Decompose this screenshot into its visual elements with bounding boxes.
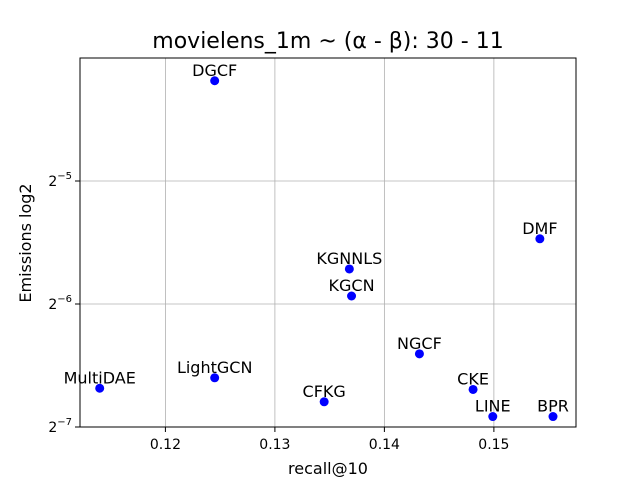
point-label-cke: CKE <box>457 369 489 388</box>
point-dgcf <box>210 76 220 86</box>
x-tick-label: 0.14 <box>369 437 400 453</box>
point-label-cfkg: CFKG <box>303 382 346 401</box>
data-points: DGCF DMF KGNNLS KGCN NGCF MultiDAE LightGCN CFK… <box>64 61 569 422</box>
x-tick-label: 0.15 <box>478 437 509 453</box>
x-tick-label: 0.12 <box>150 437 181 453</box>
point-label-lightgcn: LightGCN <box>177 358 252 377</box>
y-tick-label: 2−7 <box>48 417 72 436</box>
y-axis-label: Emissions log2 <box>16 183 35 302</box>
point-bpr <box>548 412 558 422</box>
point-label-kgcn: KGCN <box>329 276 375 295</box>
plot-frame <box>79 57 577 428</box>
point-kgcn <box>347 291 357 301</box>
point-label-dgcf: DGCF <box>192 61 237 80</box>
point-lightgcn <box>210 373 220 383</box>
point-kgnnls <box>344 264 354 274</box>
point-ngcf <box>414 349 424 359</box>
x-axis-label: recall@10 <box>288 459 368 478</box>
point-label-kgnnls: KGNNLS <box>316 249 382 268</box>
point-label-line: LINE <box>475 397 511 416</box>
point-label-dmf: DMF <box>522 219 557 238</box>
y-tick-label: 2−5 <box>48 171 72 190</box>
point-cfkg <box>319 397 329 407</box>
point-cke <box>468 384 478 394</box>
point-multidae <box>95 383 105 393</box>
point-dmf <box>535 234 545 244</box>
chart-title: movielens_1m ~ (α - β): 30 - 11 <box>152 29 503 54</box>
y-tick-label: 2−6 <box>48 294 72 313</box>
y-axis-ticks: 2−5 2−6 2−7 <box>48 171 80 436</box>
point-label-ngcf: NGCF <box>397 334 442 353</box>
x-axis-ticks: 0.12 0.13 0.14 0.15 <box>150 427 509 453</box>
point-label-bpr: BPR <box>537 397 569 416</box>
point-line <box>488 412 498 422</box>
x-tick-label: 0.13 <box>259 437 290 453</box>
grid-lines <box>80 58 576 428</box>
point-label-multidae: MultiDAE <box>64 368 136 387</box>
